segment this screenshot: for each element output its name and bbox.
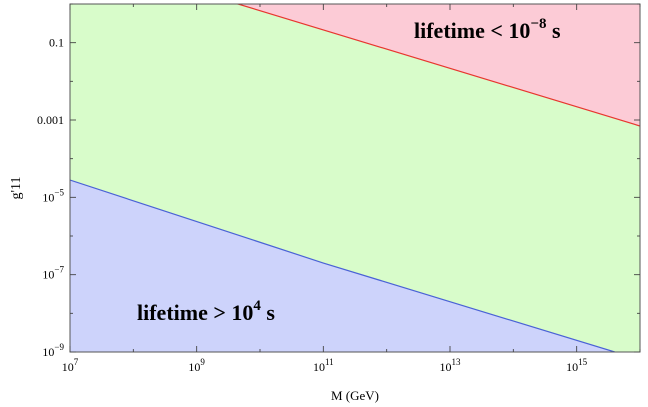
annotation-lower-text: lifetime > 10 [137, 300, 253, 325]
y-axis-title: g'11 [9, 176, 24, 199]
annotation-lower-suffix: s [261, 300, 276, 325]
annotation-lifetime-lower: lifetime > 104 s [137, 298, 275, 325]
lower-region [70, 180, 615, 352]
x-tick-label: 1013 [440, 357, 462, 374]
upper-boundary-line [232, 4, 640, 127]
x-tick-label: 1015 [566, 357, 588, 374]
y-tick-label: 0.001 [37, 113, 64, 127]
annotation-upper-exp: −8 [530, 16, 546, 32]
plot-frame [69, 3, 641, 353]
x-tick-label: 109 [188, 357, 205, 374]
x-axis-title: M (GeV) [331, 388, 379, 403]
annotation-upper-suffix: s [546, 18, 561, 43]
annotation-upper-text: lifetime < 10 [414, 18, 530, 43]
y-tick-label: 10−9 [42, 342, 64, 359]
x-tick-label: 107 [62, 357, 79, 374]
y-tick-label: 10−7 [42, 265, 64, 282]
lower-boundary-line [70, 179, 615, 352]
annotation-lifetime-upper: lifetime < 10−8 s [414, 16, 561, 43]
x-tick-label: 1011 [313, 357, 334, 374]
annotation-lower-exp: 4 [253, 298, 261, 314]
y-tick-label: 10−5 [42, 187, 64, 204]
y-tick-label: 0.1 [49, 36, 64, 50]
